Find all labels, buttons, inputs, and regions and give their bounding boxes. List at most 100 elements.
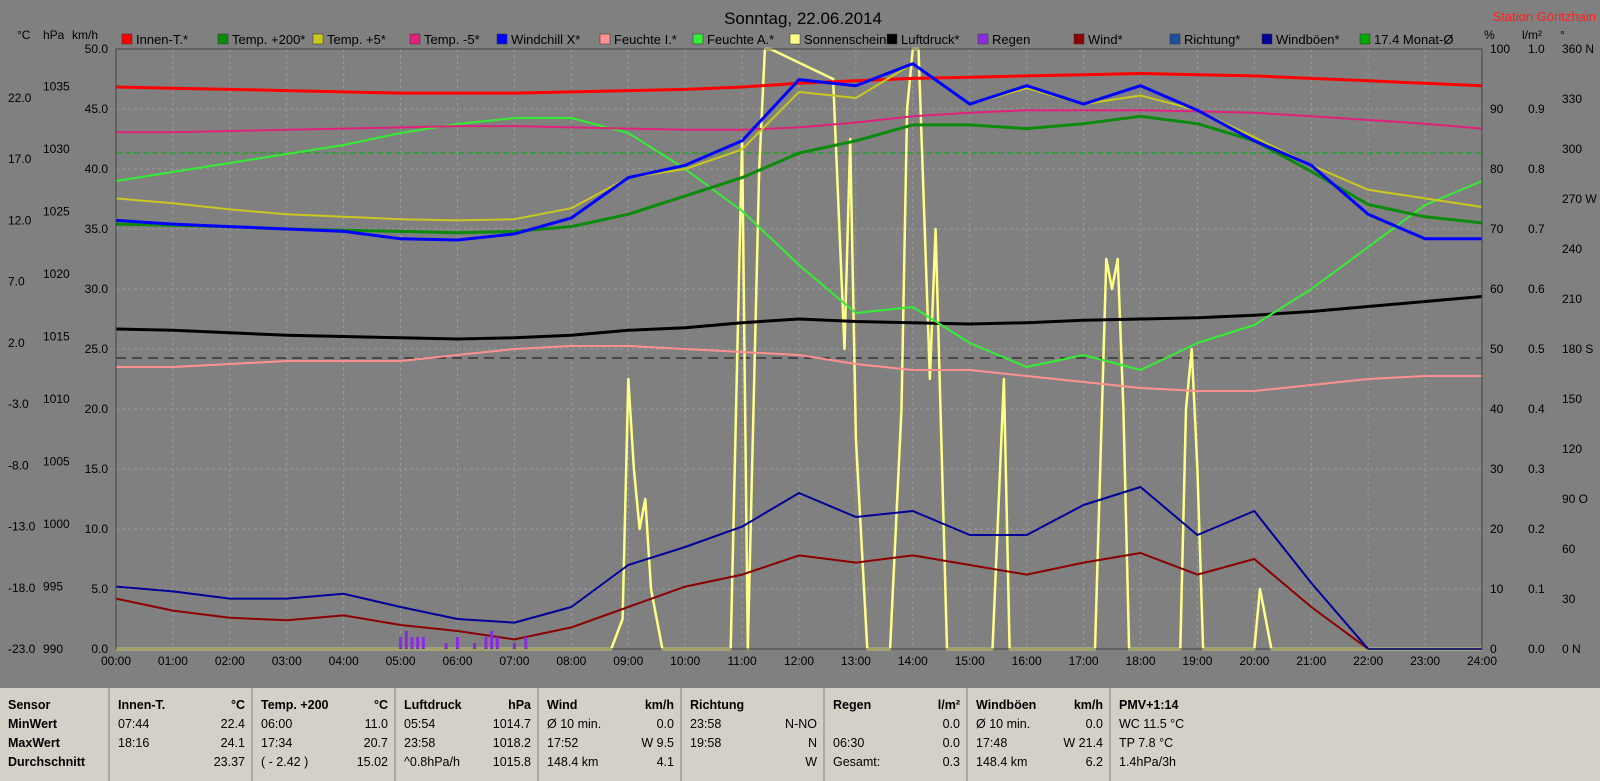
- stats-col-richtung: Richtung 23:58 N-NO 19:58 N W: [682, 688, 825, 781]
- rain-bar: [456, 637, 459, 649]
- direction-tick-label: 120: [1562, 442, 1582, 456]
- cell-time: 148.4 km: [976, 755, 1028, 769]
- cell-value: 1014.7: [492, 717, 531, 731]
- pressure-tick-label: 990: [43, 642, 63, 656]
- x-tick-label: 03:00: [272, 654, 302, 668]
- cell-time: 06:30: [833, 736, 865, 750]
- axis-tick-labels: 00:00 01:00 02:00 03:00 04:00 05:00 06:00 07:00…: [8, 42, 1597, 668]
- rain-tick-label: 0.5: [1528, 342, 1545, 356]
- x-tick-label: 18:00: [1125, 654, 1155, 668]
- cell-value: 22.4: [220, 717, 245, 731]
- direction-tick-label: 210: [1562, 292, 1582, 306]
- temp-axis-unit: °C: [17, 28, 31, 42]
- series-line-feuchte-i: [116, 345, 1482, 392]
- stats-col-wind: Wind km/h Ø 10 min. 0.0 17:52 W 9.5 148.4 k…: [539, 688, 682, 781]
- pressure-axis-unit: hPa: [43, 28, 65, 42]
- humidity-tick-label: 30: [1490, 462, 1504, 476]
- x-tick-label: 02:00: [215, 654, 245, 668]
- cell-time: Ø 10 min.: [976, 717, 1031, 731]
- cell-value: W 21.4: [1063, 736, 1103, 750]
- station-name: Station Göritzhain: [1493, 9, 1596, 24]
- legend-label: Innen-T.*: [136, 32, 188, 47]
- cell-value: N-NO: [785, 717, 817, 731]
- rain-tick-label: 1.0: [1528, 42, 1545, 56]
- stats-col-windboeen: Windböen km/h Ø 10 min. 0.0 17:48 W 21.4 14…: [968, 688, 1111, 781]
- direction-tick-label: 330: [1562, 92, 1582, 106]
- cell-time: 23:58: [404, 736, 436, 750]
- x-tick-label: 04:00: [329, 654, 359, 668]
- cell-value: WC 11.5 °C: [1119, 717, 1185, 731]
- legend-label: Richtung*: [1184, 32, 1240, 47]
- col-unit: km/h: [1073, 698, 1103, 712]
- x-tick-label: 10:00: [670, 654, 700, 668]
- pressure-tick-label: 1015: [43, 330, 70, 344]
- wind-tick-label: 45.0: [85, 102, 109, 116]
- direction-tick-label: 270 W: [1562, 192, 1597, 206]
- rain-bar: [495, 637, 499, 649]
- cell-value: 1018.2: [492, 736, 531, 750]
- legend-swatch: [496, 33, 508, 45]
- humidity-tick-label: 100: [1490, 42, 1510, 56]
- direction-axis-unit: °: [1560, 28, 1565, 42]
- wind-tick-label: 10.0: [85, 522, 109, 536]
- cell-value: 0.0: [656, 717, 674, 731]
- cell-time: Ø 10 min.: [547, 717, 602, 731]
- col-unit: km/h: [644, 698, 674, 712]
- stats-col-regen: Regen l/m² 0.0 06:30 0.0 Gesamt: 0.3: [825, 688, 968, 781]
- cell-time: 17:34: [261, 736, 293, 750]
- temp-tick-label: 17.0: [8, 152, 32, 166]
- stats-row-labels: Sensor MinWert MaxWert Durchschnitt: [0, 688, 110, 781]
- col-name: Luftdruck: [404, 698, 462, 712]
- rain-bar: [484, 637, 488, 649]
- direction-tick-label: 150: [1562, 392, 1582, 406]
- x-tick-label: 16:00: [1012, 654, 1042, 668]
- cell-value: 4.1: [656, 755, 674, 769]
- cell-value: 6.2: [1085, 755, 1103, 769]
- col-name: Wind: [547, 698, 578, 712]
- x-tick-label: 12:00: [784, 654, 814, 668]
- stats-table: Sensor MinWert MaxWert Durchschnitt Inne…: [0, 688, 1600, 781]
- legend-label: Temp. +200*: [232, 32, 305, 47]
- legend-label: Feuchte A.*: [707, 32, 774, 47]
- wind-axis-unit: km/h: [72, 28, 98, 42]
- wind-tick-label: 20.0: [85, 402, 109, 416]
- temp-tick-label: 2.0: [8, 336, 25, 350]
- humidity-tick-label: 20: [1490, 522, 1504, 536]
- direction-tick-label: 0 N: [1562, 642, 1581, 656]
- cell-value: 11.0: [364, 717, 388, 731]
- row-label-max: MaxWert: [8, 736, 60, 750]
- rain-bar: [404, 631, 408, 649]
- col-unit: °C: [230, 698, 245, 712]
- wind-tick-label: 50.0: [85, 42, 109, 56]
- temp-tick-label: 12.0: [8, 213, 32, 227]
- col-unit: °C: [373, 698, 388, 712]
- direction-tick-label: 30: [1562, 592, 1576, 606]
- x-tick-label: 17:00: [1069, 654, 1099, 668]
- x-tick-label: 08:00: [556, 654, 586, 668]
- x-tick-label: 22:00: [1353, 654, 1383, 668]
- rain-tick-label: 0.3: [1528, 462, 1545, 476]
- legend-swatch: [1359, 33, 1371, 45]
- cell-time: ( - 2.42 ): [261, 755, 309, 769]
- cell-value: W: [805, 755, 817, 769]
- col-name: Innen-T.: [118, 698, 166, 712]
- x-tick-label: 20:00: [1239, 654, 1269, 668]
- rain-tick-label: 0.8: [1528, 162, 1545, 176]
- col-unit: l/m²: [937, 698, 960, 712]
- legend-label: Luftdruck*: [901, 32, 960, 47]
- col-name: Windböen: [976, 698, 1037, 712]
- humidity-tick-label: 60: [1490, 282, 1504, 296]
- row-label-min: MinWert: [8, 717, 58, 731]
- cell-time: 17:48: [976, 736, 1008, 750]
- rain-tick-label: 0.7: [1528, 222, 1545, 236]
- direction-tick-label: 180 S: [1562, 342, 1593, 356]
- cell-time: 17:52: [547, 736, 579, 750]
- x-tick-label: 14:00: [898, 654, 928, 668]
- rain-tick-label: 0.0: [1528, 642, 1545, 656]
- temp-tick-label: -23.0: [8, 642, 36, 656]
- stats-col-luftdruck: Luftdruck hPa 05:54 1014.7 23:58 1018.2 ^0.…: [396, 688, 539, 781]
- humidity-tick-label: 40: [1490, 402, 1504, 416]
- legend-swatch: [977, 33, 989, 45]
- x-tick-label: 05:00: [386, 654, 416, 668]
- cell-value: 20.7: [363, 736, 388, 750]
